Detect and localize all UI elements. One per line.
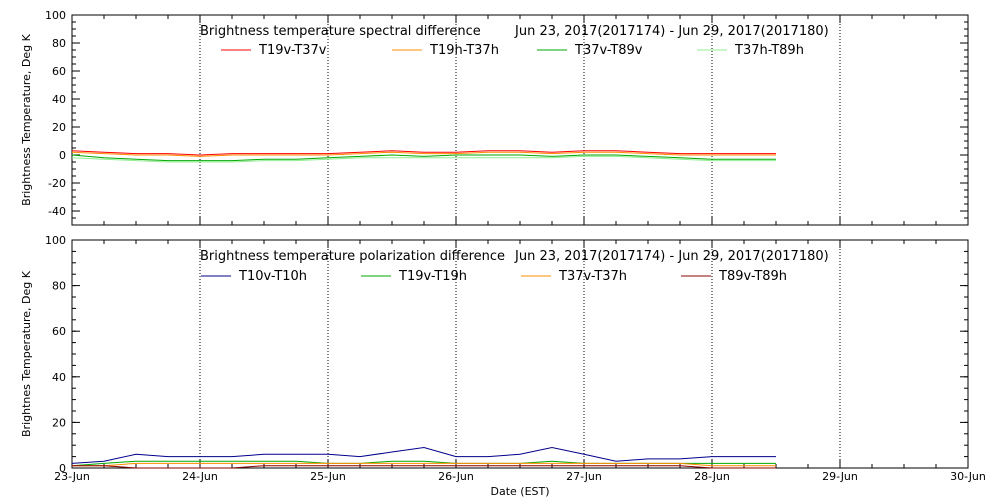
legend-label: T37v-T37h (558, 269, 627, 284)
y-axis-label: Brightnes Temperature, Deg K (20, 270, 33, 437)
spectral-difference-panel: -40 -20 0 20 40 60 80 100 Brightness temperature… (20, 9, 969, 226)
date-range: Jun 23, 2017(2017174) - Jun 29, 2017(201… (514, 24, 829, 39)
legend-label: T10v-T10h (238, 269, 307, 284)
series-line-T37h-T89h (71, 155, 776, 163)
y-tick-label: -20 (48, 177, 66, 190)
series-line-T37v-T89v (71, 154, 776, 162)
y-tick-label: 100 (45, 234, 66, 247)
chart-title: Brightness temperature polarization diff… (200, 249, 505, 264)
y-tick-label: 80 (52, 280, 66, 293)
y-tick-label: 20 (52, 121, 66, 134)
series-line-T19v-T37v (71, 150, 776, 156)
y-tick-label: 60 (52, 325, 66, 338)
x-tick-label: 26-Jun (438, 470, 474, 483)
plot-frame (71, 14, 969, 226)
series-line-T37v-T37h (72, 462, 776, 467)
plot-frame (71, 239, 969, 469)
legend-label: T19h-T37h (429, 43, 499, 58)
y-tick-label: 20 (52, 416, 66, 429)
polarization-difference-panel: 0 20 40 60 80 100 23-Jun 24-Jun 25-Jun 26-Jun 27-J… (20, 234, 986, 498)
x-tick-label: 29-Jun (822, 470, 858, 483)
x-tick-label: 23-Jun (54, 470, 90, 483)
y-tick-label: -40 (48, 205, 66, 218)
y-tick-label: 60 (52, 65, 66, 78)
y-tick-label: 0 (59, 462, 66, 475)
x-tick-label: 27-Jun (566, 470, 602, 483)
chart-title: Brightness temperature spectral differen… (200, 24, 481, 39)
legend-label: T19v-T37v (258, 43, 327, 58)
legend-label: T37v-T89v (574, 43, 643, 58)
y-axis-label: Brightness Temperature, Deg K (20, 33, 33, 205)
date-range: Jun 23, 2017(2017174) - Jun 29, 2017(201… (514, 249, 829, 264)
y-tick-label: 0 (59, 149, 66, 162)
x-tick-label: 30-Jun (950, 470, 986, 483)
series-line-T89v-T89h (72, 465, 776, 469)
y-tick-label: 80 (52, 37, 66, 50)
legend-label: T37h-T89h (734, 43, 804, 58)
y-tick-label: 100 (45, 9, 66, 22)
series-line-T10v-T10h (71, 446, 776, 464)
y-tick-label: 40 (52, 93, 66, 106)
series-line-T19h-T37h (71, 151, 776, 157)
x-tick-label: 24-Jun (182, 470, 218, 483)
legend-label: T19v-T19h (398, 269, 467, 284)
x-axis-label: Date (EST) (490, 485, 549, 498)
y-tick-label: 40 (52, 371, 66, 384)
x-tick-label: 25-Jun (310, 470, 346, 483)
x-tick-label: 28-Jun (694, 470, 730, 483)
legend-label: T89v-T89h (718, 269, 787, 284)
